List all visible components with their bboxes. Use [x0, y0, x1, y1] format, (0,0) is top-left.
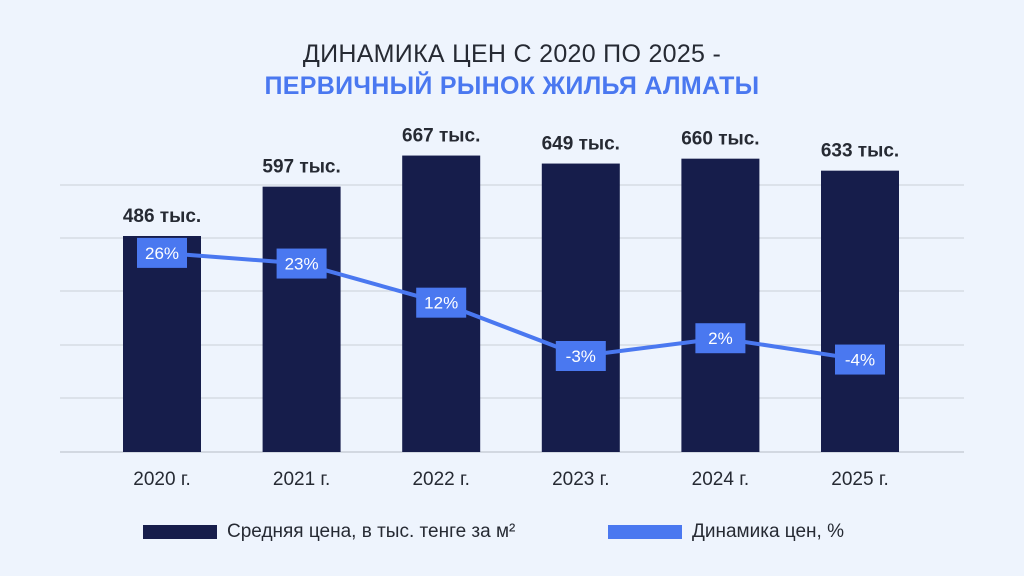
chart-title-line-1: ДИНАМИКА ЦЕН С 2020 ПО 2025 -	[302, 40, 722, 68]
bar-value-label: 597 тыс.	[262, 157, 340, 178]
line-value-label: 2%	[708, 329, 733, 348]
line-point-marker	[555, 341, 606, 371]
bar	[123, 236, 201, 452]
x-tick-label: 2023 г.	[552, 469, 609, 490]
line-value-label: -3%	[566, 347, 596, 366]
bar-value-label: 633 тыс.	[821, 141, 899, 162]
chart-title-line-2: ПЕРВИЧНЫЙ РЫНОК ЖИЛЬЯ АЛМАТЫ	[264, 72, 760, 100]
x-tick-label: 2024 г.	[692, 469, 749, 490]
bar-value-label: 486 тыс.	[123, 206, 201, 227]
bar-value-label: 649 тыс.	[542, 134, 620, 155]
x-tick-label: 2025 г.	[831, 469, 888, 490]
line-value-label: 12%	[424, 294, 458, 313]
legend-swatch-bar	[143, 525, 217, 539]
legend-item-bar: Средняя цена, в тыс. тенге за м²	[143, 520, 515, 544]
line-point-marker	[137, 237, 187, 268]
bar	[262, 186, 341, 452]
line-value-label: 26%	[145, 244, 179, 263]
legend-swatch-line	[608, 525, 682, 539]
line-point-marker	[835, 344, 885, 375]
bar-value-label: 667 тыс.	[402, 126, 480, 147]
line-point-marker	[416, 287, 467, 318]
x-tick-label: 2020 г.	[133, 469, 190, 490]
legend-label-line: Динамика цен, %	[692, 521, 844, 542]
legend-label-bar: Средняя цена, в тыс. тенге за м²	[227, 521, 516, 542]
bar	[821, 170, 899, 452]
line-point-marker	[695, 323, 746, 354]
bar	[541, 163, 620, 453]
bar	[681, 158, 760, 452]
line-value-label: -4%	[845, 351, 875, 370]
x-tick-label: 2021 г.	[273, 469, 330, 490]
line-point-marker	[276, 248, 327, 279]
line-value-label: 23%	[285, 255, 319, 274]
legend-item-line: Динамика цен, %	[608, 520, 844, 544]
bar-value-label: 660 тыс.	[681, 129, 759, 150]
x-tick-label: 2022 г.	[412, 469, 469, 490]
